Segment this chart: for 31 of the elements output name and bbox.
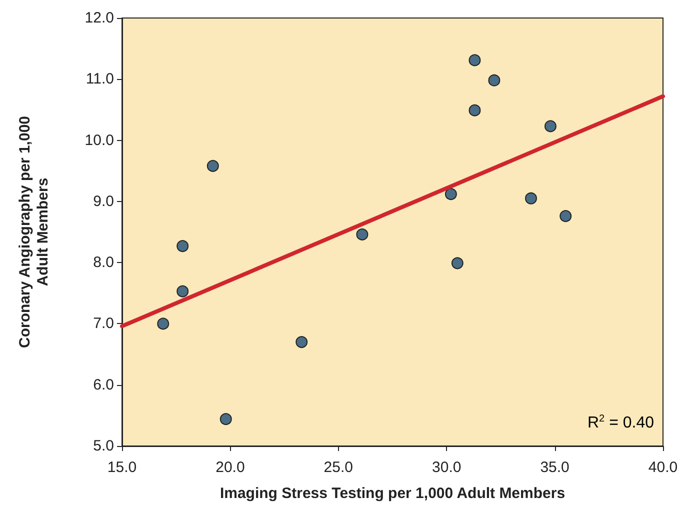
x-tick-label: 20.0 [216,459,245,476]
x-tick-label: 15.0 [107,459,137,476]
point [444,188,457,200]
x-tick-label: 35.0 [540,459,570,476]
y-axis-title: Coronary Angiography per 1,000 Adult Members [16,116,52,348]
point [220,413,232,426]
x-tick-label: 30.0 [432,459,462,476]
point [488,74,500,86]
y-tick-label: 6.0 [93,376,114,394]
point [296,336,308,348]
x-axis-title: Imaging Stress Testing per 1,000 Adult Members [220,485,566,502]
point [468,54,481,66]
y-tick-label: 12.0 [84,10,114,26]
point [468,104,481,116]
x-tick-label: 25.0 [324,459,353,476]
point [544,120,556,132]
point [206,160,219,172]
point [356,228,368,240]
point [451,257,464,270]
point [176,285,189,298]
y-tick-label: 10.0 [84,132,114,149]
y-tick-label: 8.0 [93,254,114,272]
y-tick-label: 5.0 [93,438,114,454]
x-tick-label: 40.0 [648,459,678,476]
point [176,240,189,252]
point [525,192,537,204]
y-tick-label: 9.0 [93,192,114,210]
point [157,318,170,330]
y-tick-label: 11.0 [86,70,114,88]
point [560,210,572,222]
y-tick-label: 7.0 [93,315,114,332]
